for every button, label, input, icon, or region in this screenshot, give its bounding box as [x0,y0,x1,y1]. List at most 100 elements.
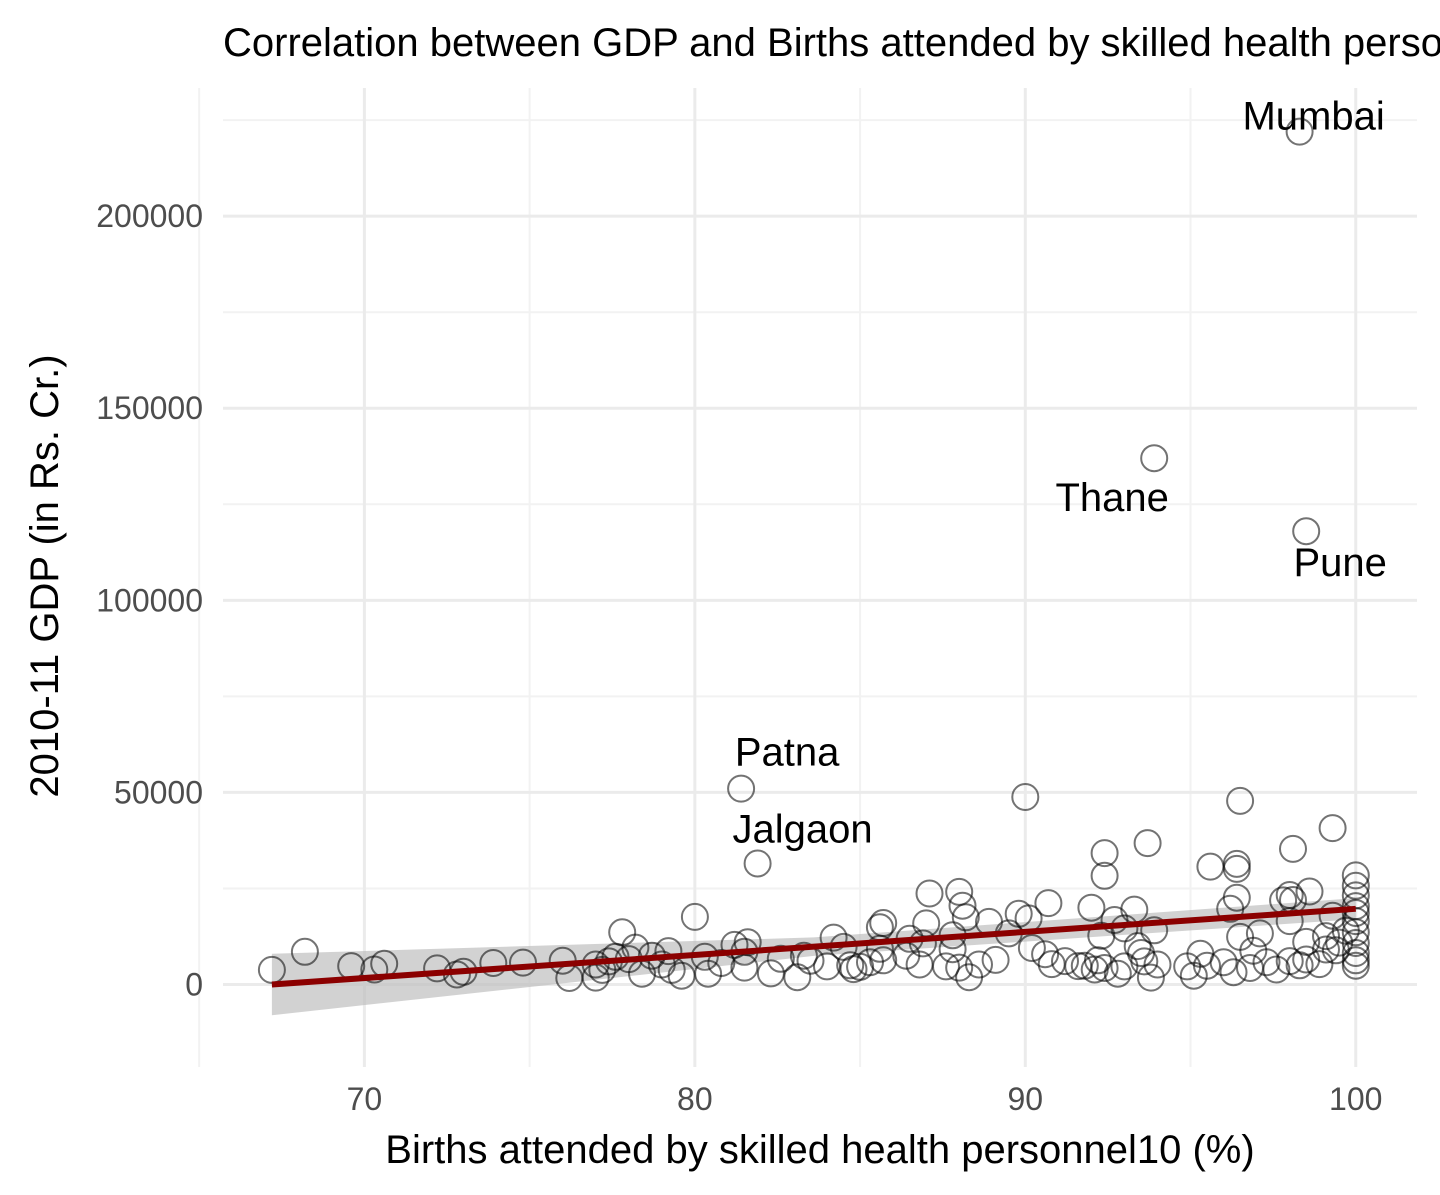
minor-gridlines [198,88,1417,1067]
data-point [290,937,319,966]
data-point [1341,929,1370,957]
y-tick-label: 200000 [96,198,203,234]
data-point [869,946,898,975]
data-point [915,879,944,908]
data-point [1305,950,1334,979]
data-point [509,948,537,977]
data-point [1292,927,1321,956]
data-point [1252,948,1281,977]
data-point [1312,935,1340,964]
data-point [1245,919,1274,948]
data-point [1341,861,1370,890]
data-point [1123,932,1152,961]
data-point [1285,117,1314,146]
data-point [1262,955,1291,984]
y-tick-label: 0 [185,967,203,1003]
data-point [743,849,772,878]
data-point [951,903,980,932]
data-point [766,944,795,973]
y-tick-label: 100000 [96,582,203,618]
data-point [1193,951,1221,980]
y-axis-ticks: 0 50000 100000 150000 200000 [96,198,203,1002]
data-point [1341,939,1370,967]
data-point [1341,918,1370,947]
data-point [1090,861,1119,890]
data-point [1341,907,1370,936]
data-point [727,774,756,803]
data-point [1103,959,1132,988]
data-point [836,951,865,980]
data-point [1011,783,1040,811]
x-tick-label: 70 [347,1081,383,1117]
data-point [1090,839,1119,868]
data-point [1051,947,1079,976]
point-label-mumbai: Mumbai [1242,95,1384,139]
data-point [1140,916,1169,945]
data-point [1341,871,1370,900]
data-point [789,941,818,970]
point-label-jalgaon: Jalgaon [733,808,873,852]
data-point [733,928,762,957]
y-axis-title: 2010-11 GDP (in Rs. Cr.) [23,354,67,797]
data-point [819,923,848,952]
data-point [1318,814,1347,843]
data-point [479,949,508,977]
data-point [908,929,937,958]
data-point [654,937,683,966]
data-point [1209,948,1238,977]
data-point [1090,954,1119,982]
data-point [1341,951,1370,980]
point-label-patna: Patna [735,731,840,775]
data-point [965,950,993,979]
chart-title: Correlation between GDP and Births atten… [223,21,1440,65]
y-tick-label: 50000 [114,774,203,810]
point-label-pune: Pune [1293,541,1386,585]
y-tick-label: 150000 [96,390,203,426]
data-point [680,902,709,931]
data-point [1219,958,1248,987]
data-point [707,949,736,977]
data-point [1031,940,1060,969]
point-labels-layer: Mumbai Thane Pune Patna Jalgaon [733,95,1387,852]
data-point [1133,829,1162,858]
data-point [1222,883,1251,912]
data-point [1034,889,1063,918]
data-point [1226,786,1255,815]
data-point [1341,899,1370,927]
data-point [981,945,1010,974]
x-axis-ticks: 70 80 90 100 [347,1081,1383,1117]
x-axis-title: Births attended by skilled health person… [385,1128,1254,1172]
data-point [1017,934,1046,962]
data-point [1196,852,1225,881]
data-point [945,953,974,982]
data-point [1143,950,1172,979]
data-points-layer [257,117,1370,992]
data-point [1140,444,1169,473]
data-point [1077,893,1106,922]
data-point [1236,954,1264,982]
data-point [1110,952,1139,981]
data-point [1341,946,1370,975]
data-point [1136,963,1165,992]
data-point [948,891,977,920]
data-point [608,918,637,947]
data-point [869,909,898,937]
data-point [945,877,974,906]
data-point [932,952,960,981]
fit-line-layer [271,905,1356,988]
data-point [1275,881,1304,909]
data-point [1222,854,1251,883]
data-point [1295,877,1324,906]
regression-line [271,905,1356,988]
data-point [1222,849,1251,878]
x-tick-label: 100 [1329,1081,1382,1117]
point-label-thane: Thane [1055,476,1168,520]
x-tick-label: 90 [1008,1081,1044,1117]
data-point [1312,922,1340,951]
x-tick-label: 80 [677,1081,713,1117]
data-point [1292,517,1321,546]
data-point [1130,947,1159,976]
data-point [1279,834,1307,863]
data-point [756,959,785,988]
